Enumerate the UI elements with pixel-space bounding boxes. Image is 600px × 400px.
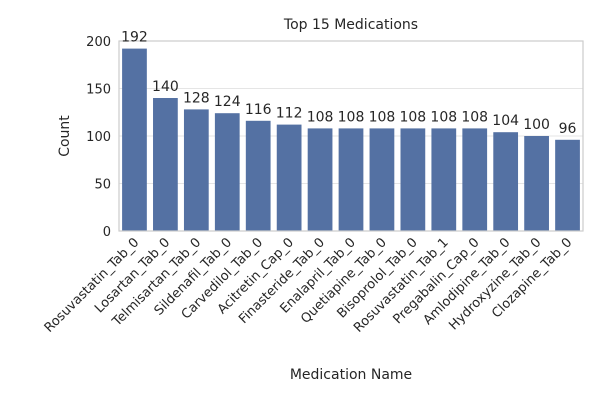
bar	[400, 128, 426, 231]
bar-value-label: 104	[492, 113, 519, 129]
bar	[276, 124, 302, 231]
bar	[555, 139, 580, 231]
bar-value-label: 96	[559, 121, 577, 137]
bar	[431, 128, 457, 231]
x-axis-label: Medication Name	[290, 367, 412, 383]
bar-value-label: 108	[338, 109, 365, 125]
bar	[369, 128, 395, 231]
bar	[524, 136, 549, 231]
bar	[183, 109, 209, 231]
bar-value-label: 116	[245, 102, 272, 118]
y-tick-label: 50	[94, 178, 111, 193]
bar	[122, 48, 147, 231]
bar	[245, 120, 271, 231]
y-tick-label: 150	[86, 83, 111, 98]
bar-value-label: 108	[307, 109, 334, 125]
bar	[214, 113, 240, 231]
y-tick-label: 0	[103, 225, 111, 240]
y-axis-label: Count	[57, 115, 73, 157]
bar-value-label: 108	[369, 109, 396, 125]
bar-value-label: 128	[183, 90, 210, 106]
bar-value-label: 108	[461, 109, 488, 125]
bar	[462, 128, 488, 231]
y-tick-layer: 0 50 100 150 200	[86, 35, 111, 240]
bar-value-label: 140	[152, 79, 179, 95]
bar	[307, 128, 333, 231]
bar-value-label: 100	[523, 117, 550, 133]
bar	[153, 98, 178, 231]
bar-value-label: 108	[399, 109, 426, 125]
bar-value-label: 108	[430, 109, 457, 125]
plot-frame	[118, 40, 584, 232]
bar-value-label: 192	[121, 30, 148, 46]
y-tick-label: 100	[86, 130, 111, 145]
bar-value-label: 112	[276, 106, 303, 122]
bar-layer	[122, 48, 580, 231]
y-tick-label: 200	[86, 35, 111, 50]
chart-title: Top 15 Medications	[283, 17, 418, 33]
bar-value-label: 124	[214, 94, 241, 110]
bar	[338, 128, 364, 231]
bar	[493, 132, 519, 231]
plot-border	[118, 40, 584, 232]
